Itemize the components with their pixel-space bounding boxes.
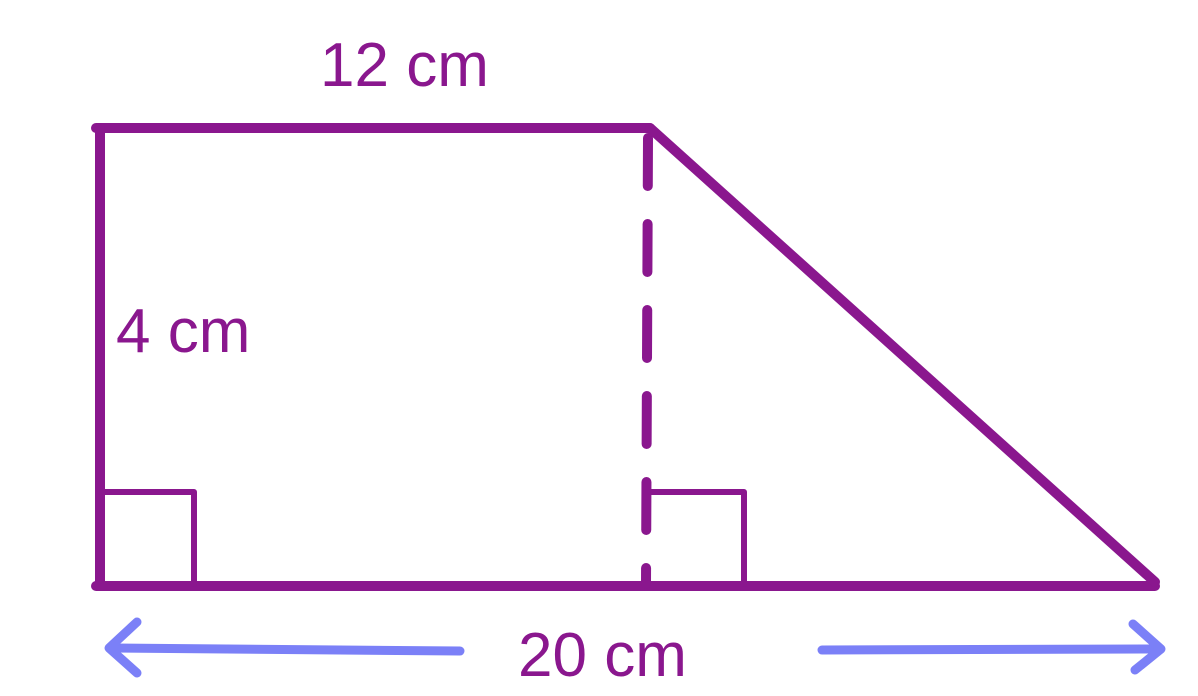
label-height: 4 cm [116, 297, 250, 366]
label-top-base: 12 cm [320, 31, 489, 100]
right-arrow-head [1128, 619, 1166, 675]
height-dashed-line [641, 133, 653, 589]
right-angle-mark-left [97, 489, 197, 587]
label-bottom-base: 20 cm [518, 621, 687, 690]
left-arrow-shaft [105, 643, 465, 656]
left-arrow-head [104, 617, 142, 678]
slanted-edge [645, 123, 1160, 587]
right-arrow-shaft [817, 644, 1165, 655]
right-angle-mark-center [647, 489, 747, 587]
